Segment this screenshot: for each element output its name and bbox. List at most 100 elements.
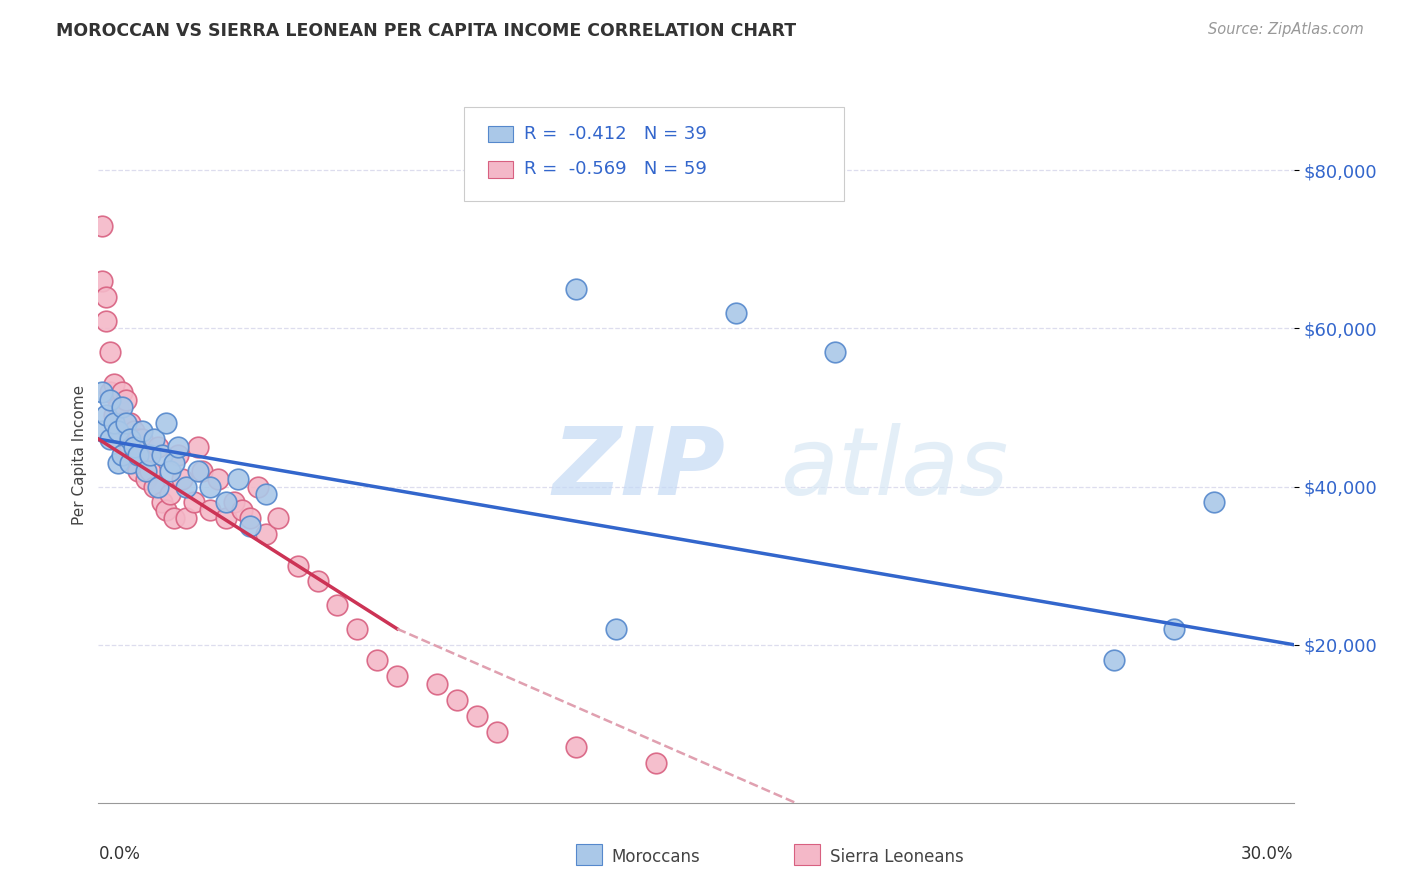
Point — [107, 432, 129, 446]
Point — [111, 384, 134, 399]
Text: Source: ZipAtlas.com: Source: ZipAtlas.com — [1208, 22, 1364, 37]
Point — [96, 290, 118, 304]
Point — [135, 472, 157, 486]
Point — [159, 487, 181, 501]
Point — [174, 479, 197, 493]
Point — [174, 511, 197, 525]
Point — [107, 456, 129, 470]
Point — [143, 479, 166, 493]
Point — [135, 448, 157, 462]
Point — [111, 417, 134, 431]
Text: R =  -0.569   N = 59: R = -0.569 N = 59 — [524, 161, 707, 178]
Point — [120, 417, 142, 431]
Point — [163, 511, 186, 525]
Point — [98, 392, 122, 407]
Point — [346, 622, 368, 636]
Point — [135, 464, 157, 478]
Point — [1102, 653, 1125, 667]
Text: ZIP: ZIP — [553, 423, 725, 515]
Point — [107, 401, 129, 415]
Point — [485, 724, 508, 739]
Point — [107, 424, 129, 438]
Point — [167, 448, 190, 462]
Point — [150, 495, 173, 509]
Point — [222, 495, 245, 509]
Point — [124, 424, 146, 438]
Point — [91, 424, 114, 438]
Point — [246, 479, 269, 493]
Text: R =  -0.412   N = 39: R = -0.412 N = 39 — [524, 125, 707, 143]
Point — [98, 432, 122, 446]
Point — [91, 274, 114, 288]
Point — [139, 464, 162, 478]
Text: Moroccans: Moroccans — [612, 848, 700, 866]
Point — [120, 432, 142, 446]
Point — [139, 448, 162, 462]
Point — [824, 345, 846, 359]
Point — [183, 495, 205, 509]
Point — [155, 417, 177, 431]
Text: Sierra Leoneans: Sierra Leoneans — [830, 848, 963, 866]
Point — [131, 432, 153, 446]
Point — [159, 464, 181, 478]
Point — [103, 417, 125, 431]
Point — [96, 313, 118, 327]
Point — [565, 282, 588, 296]
Point — [307, 574, 329, 589]
Point — [366, 653, 388, 667]
Point — [226, 472, 249, 486]
Point — [131, 424, 153, 438]
Point — [385, 669, 409, 683]
Point — [103, 409, 125, 423]
Point — [198, 503, 221, 517]
Point — [215, 495, 238, 509]
Point — [127, 464, 149, 478]
Point — [565, 740, 588, 755]
Point — [143, 432, 166, 446]
Y-axis label: Per Capita Income: Per Capita Income — [72, 384, 87, 525]
Point — [120, 456, 142, 470]
Point — [150, 448, 173, 462]
Point — [198, 479, 221, 493]
Point — [215, 511, 238, 525]
Point — [287, 558, 309, 573]
Text: 30.0%: 30.0% — [1241, 845, 1294, 863]
Point — [115, 424, 138, 438]
Point — [124, 440, 146, 454]
Point — [96, 409, 118, 423]
Point — [172, 472, 194, 486]
Point — [1202, 495, 1225, 509]
Point — [111, 448, 134, 462]
Text: atlas: atlas — [779, 424, 1008, 515]
Point — [1163, 622, 1185, 636]
Point — [127, 448, 149, 462]
Point — [111, 401, 134, 415]
Point — [103, 376, 125, 391]
Point — [191, 464, 214, 478]
Point — [115, 417, 138, 431]
Point — [326, 598, 349, 612]
Text: 0.0%: 0.0% — [98, 845, 141, 863]
Point — [426, 677, 449, 691]
Point — [120, 440, 142, 454]
Point — [465, 708, 488, 723]
Point — [187, 440, 209, 454]
Point — [91, 219, 114, 233]
Point — [239, 519, 262, 533]
Point — [155, 503, 177, 517]
Point — [254, 487, 277, 501]
Point — [645, 756, 668, 771]
Point — [231, 503, 253, 517]
Point — [98, 384, 122, 399]
Point — [127, 432, 149, 446]
Point — [107, 424, 129, 438]
Point — [239, 511, 262, 525]
Point — [148, 479, 170, 493]
Point — [148, 440, 170, 454]
Point — [115, 392, 138, 407]
Point — [187, 464, 209, 478]
Point — [124, 456, 146, 470]
Text: MOROCCAN VS SIERRA LEONEAN PER CAPITA INCOME CORRELATION CHART: MOROCCAN VS SIERRA LEONEAN PER CAPITA IN… — [56, 22, 796, 40]
Point — [115, 448, 138, 462]
Point — [724, 305, 747, 319]
